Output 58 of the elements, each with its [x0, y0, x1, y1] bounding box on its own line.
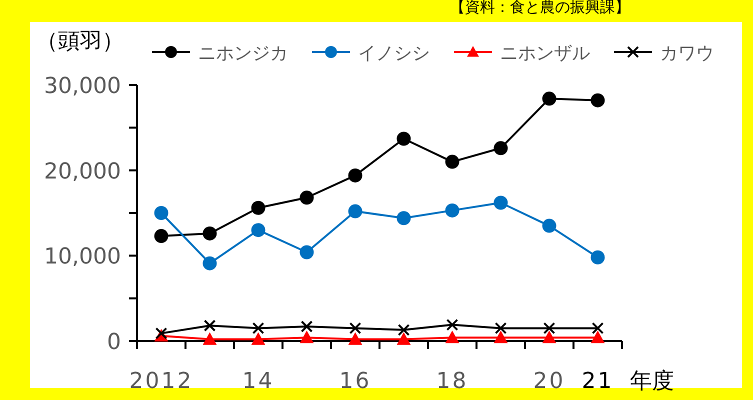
point [494, 141, 508, 156]
point [590, 250, 605, 264]
point [445, 203, 460, 218]
point [251, 332, 266, 345]
point [590, 93, 605, 108]
point [204, 320, 216, 332]
legend-label: イノシシ [358, 43, 430, 64]
point [154, 229, 168, 244]
legend-item: ニホンザル [454, 43, 590, 64]
legend-label: ニホンザル [500, 43, 590, 64]
legend-label: カワウ [660, 43, 714, 64]
point [542, 92, 556, 106]
legend-item: イノシシ [312, 43, 430, 64]
point [300, 320, 313, 332]
point [445, 154, 460, 169]
point [348, 204, 362, 218]
point [348, 168, 362, 182]
point [300, 190, 314, 205]
point [252, 322, 264, 334]
x-tick-label: 14 [242, 369, 274, 394]
point [543, 322, 556, 334]
x-tick-label: 16 [339, 369, 372, 394]
point [202, 332, 217, 345]
point [542, 330, 556, 344]
point [300, 245, 314, 260]
y-tick-label: 10,000 [44, 244, 121, 270]
point [494, 196, 508, 210]
y-axis-title: （頭羽） [36, 29, 124, 54]
point [590, 330, 605, 344]
point [300, 330, 314, 344]
y-tick-label: 20,000 [44, 159, 121, 184]
point [251, 223, 266, 238]
point [154, 206, 168, 220]
y-tick-label: 0 [107, 330, 121, 355]
x-axis-title: 年度 [630, 369, 674, 394]
legend-item: カワウ [614, 43, 714, 64]
point [202, 226, 217, 240]
point [396, 211, 411, 226]
point [398, 324, 410, 336]
y-tick-label: 30,000 [44, 74, 121, 99]
point [446, 318, 458, 331]
point [542, 218, 556, 233]
point [349, 322, 362, 334]
x-tick-label: 20 [533, 369, 566, 394]
point [445, 330, 460, 344]
point [396, 332, 411, 345]
x-tick-label: 18 [436, 369, 468, 394]
point [202, 256, 217, 270]
point [494, 330, 508, 344]
point [348, 332, 362, 345]
x-tick-label: 21 [582, 369, 614, 394]
point [592, 322, 604, 334]
point [494, 322, 507, 334]
point [396, 132, 411, 146]
legend-item: ニホンジカ [152, 43, 288, 64]
x-tick-label: 2012 [129, 369, 194, 394]
point [251, 200, 266, 215]
legend-label: ニホンジカ [198, 43, 288, 64]
